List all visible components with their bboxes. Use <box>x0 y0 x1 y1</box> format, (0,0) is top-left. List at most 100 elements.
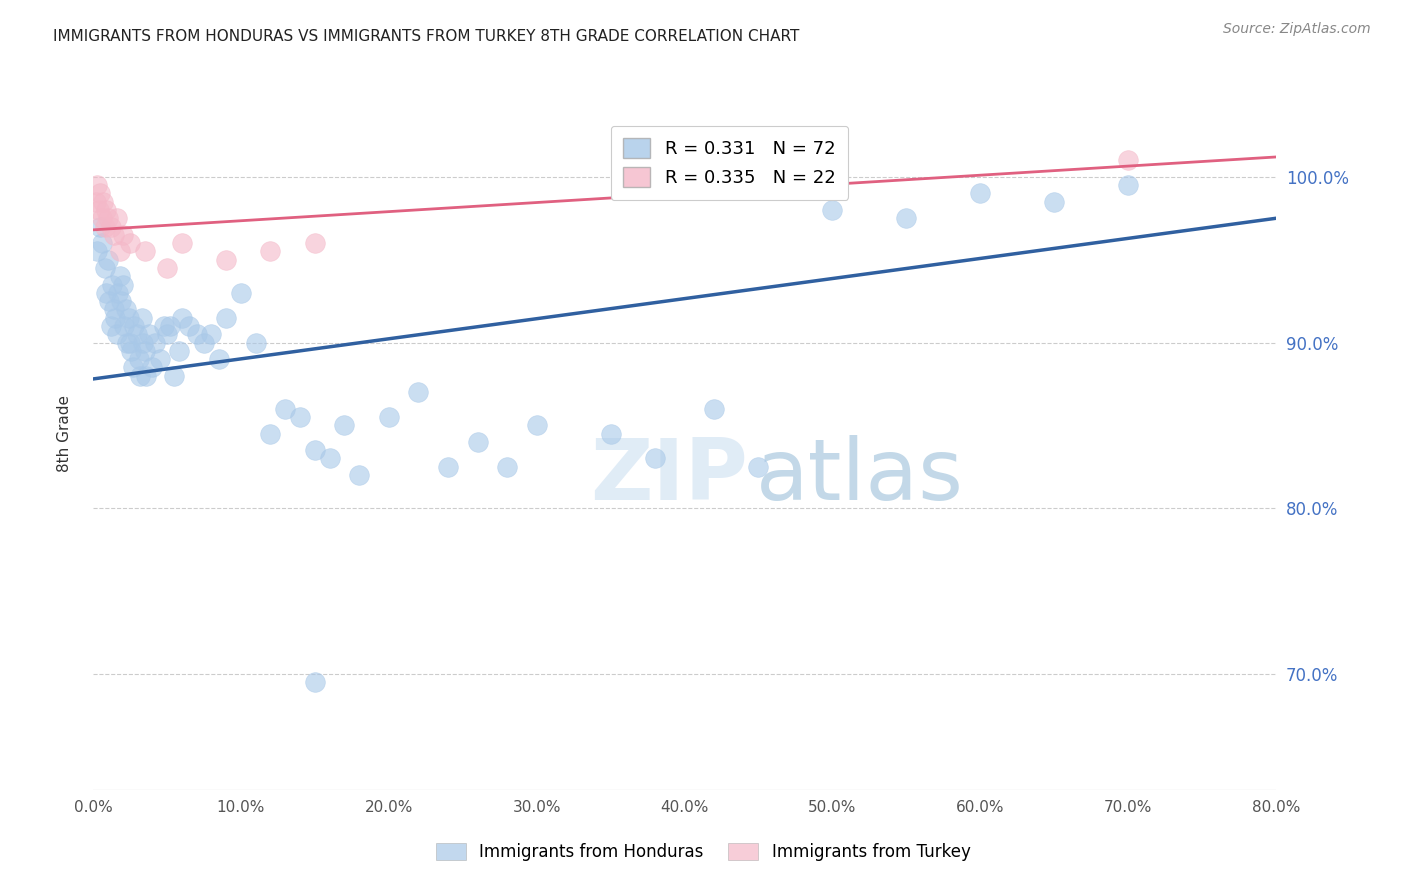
Point <box>208 352 231 367</box>
Point <box>599 426 621 441</box>
Point <box>304 236 326 251</box>
Point <box>141 360 163 375</box>
Point <box>896 211 918 226</box>
Point <box>437 459 460 474</box>
Point <box>124 318 146 333</box>
Point <box>138 327 160 342</box>
Point <box>90 236 112 251</box>
Point <box>153 318 176 333</box>
Point <box>114 302 136 317</box>
Point <box>496 459 519 474</box>
Point <box>111 227 134 242</box>
Y-axis label: 8th Grade: 8th Grade <box>58 395 72 472</box>
Point <box>121 343 143 358</box>
Point <box>131 310 153 325</box>
Point <box>159 318 181 333</box>
Point <box>318 451 340 466</box>
Point <box>103 302 125 317</box>
Point <box>129 368 152 383</box>
Point <box>378 410 401 425</box>
Point <box>128 352 150 367</box>
Point <box>259 426 281 441</box>
Point <box>84 194 107 209</box>
Point <box>167 343 190 358</box>
Point <box>96 202 118 217</box>
Point <box>186 327 208 342</box>
Point <box>94 219 117 234</box>
Point <box>304 675 326 690</box>
Point <box>170 236 193 251</box>
Text: atlas: atlas <box>755 435 963 518</box>
Point <box>96 285 118 300</box>
Point <box>111 277 134 292</box>
Point <box>1043 194 1066 209</box>
Point <box>98 294 121 309</box>
Point <box>105 211 128 226</box>
Point <box>103 227 125 242</box>
Point <box>179 318 201 333</box>
Point <box>200 327 222 342</box>
Point <box>408 385 430 400</box>
Point <box>127 327 149 342</box>
Point <box>134 343 156 358</box>
Point <box>467 434 489 449</box>
Legend: R = 0.331   N = 72, R = 0.335   N = 22: R = 0.331 N = 72, R = 0.335 N = 22 <box>610 126 848 200</box>
Point <box>122 360 145 375</box>
Point <box>215 310 238 325</box>
Point <box>156 260 179 275</box>
Point <box>1116 178 1139 193</box>
Text: IMMIGRANTS FROM HONDURAS VS IMMIGRANTS FROM TURKEY 8TH GRADE CORRELATION CHART: IMMIGRANTS FROM HONDURAS VS IMMIGRANTS F… <box>53 29 800 44</box>
Point <box>132 335 155 350</box>
Point <box>112 318 135 333</box>
Point <box>333 418 356 433</box>
Point <box>108 269 131 284</box>
Point <box>89 186 111 201</box>
Point <box>135 368 157 383</box>
Point <box>304 443 326 458</box>
Point <box>526 418 548 433</box>
Point <box>100 219 122 234</box>
Point <box>747 459 769 474</box>
Text: ZIP: ZIP <box>591 435 748 518</box>
Point <box>104 310 127 325</box>
Point <box>117 310 139 325</box>
Point <box>143 335 166 350</box>
Point <box>115 335 138 350</box>
Point <box>86 244 108 259</box>
Point <box>288 410 311 425</box>
Point <box>229 285 252 300</box>
Point <box>89 219 111 234</box>
Point <box>118 236 141 251</box>
Point <box>87 202 110 217</box>
Point <box>259 244 281 259</box>
Point <box>118 335 141 350</box>
Point <box>644 451 666 466</box>
Legend: Immigrants from Honduras, Immigrants from Turkey: Immigrants from Honduras, Immigrants fro… <box>429 836 977 868</box>
Point <box>90 211 112 226</box>
Point <box>100 318 122 333</box>
Point <box>347 468 370 483</box>
Point <box>245 335 267 350</box>
Point <box>703 401 725 416</box>
Point <box>148 352 170 367</box>
Point <box>97 211 120 226</box>
Point <box>94 260 117 275</box>
Point <box>274 401 297 416</box>
Point <box>93 194 115 209</box>
Point <box>163 368 186 383</box>
Point <box>1116 153 1139 168</box>
Text: Source: ZipAtlas.com: Source: ZipAtlas.com <box>1223 22 1371 37</box>
Point <box>215 252 238 267</box>
Point <box>105 327 128 342</box>
Point <box>134 244 156 259</box>
Point <box>969 186 991 201</box>
Point <box>170 310 193 325</box>
Point <box>107 285 129 300</box>
Point <box>97 252 120 267</box>
Point <box>108 244 131 259</box>
Point <box>821 202 844 217</box>
Point <box>86 178 108 193</box>
Point <box>110 294 132 309</box>
Point <box>193 335 215 350</box>
Point <box>156 327 179 342</box>
